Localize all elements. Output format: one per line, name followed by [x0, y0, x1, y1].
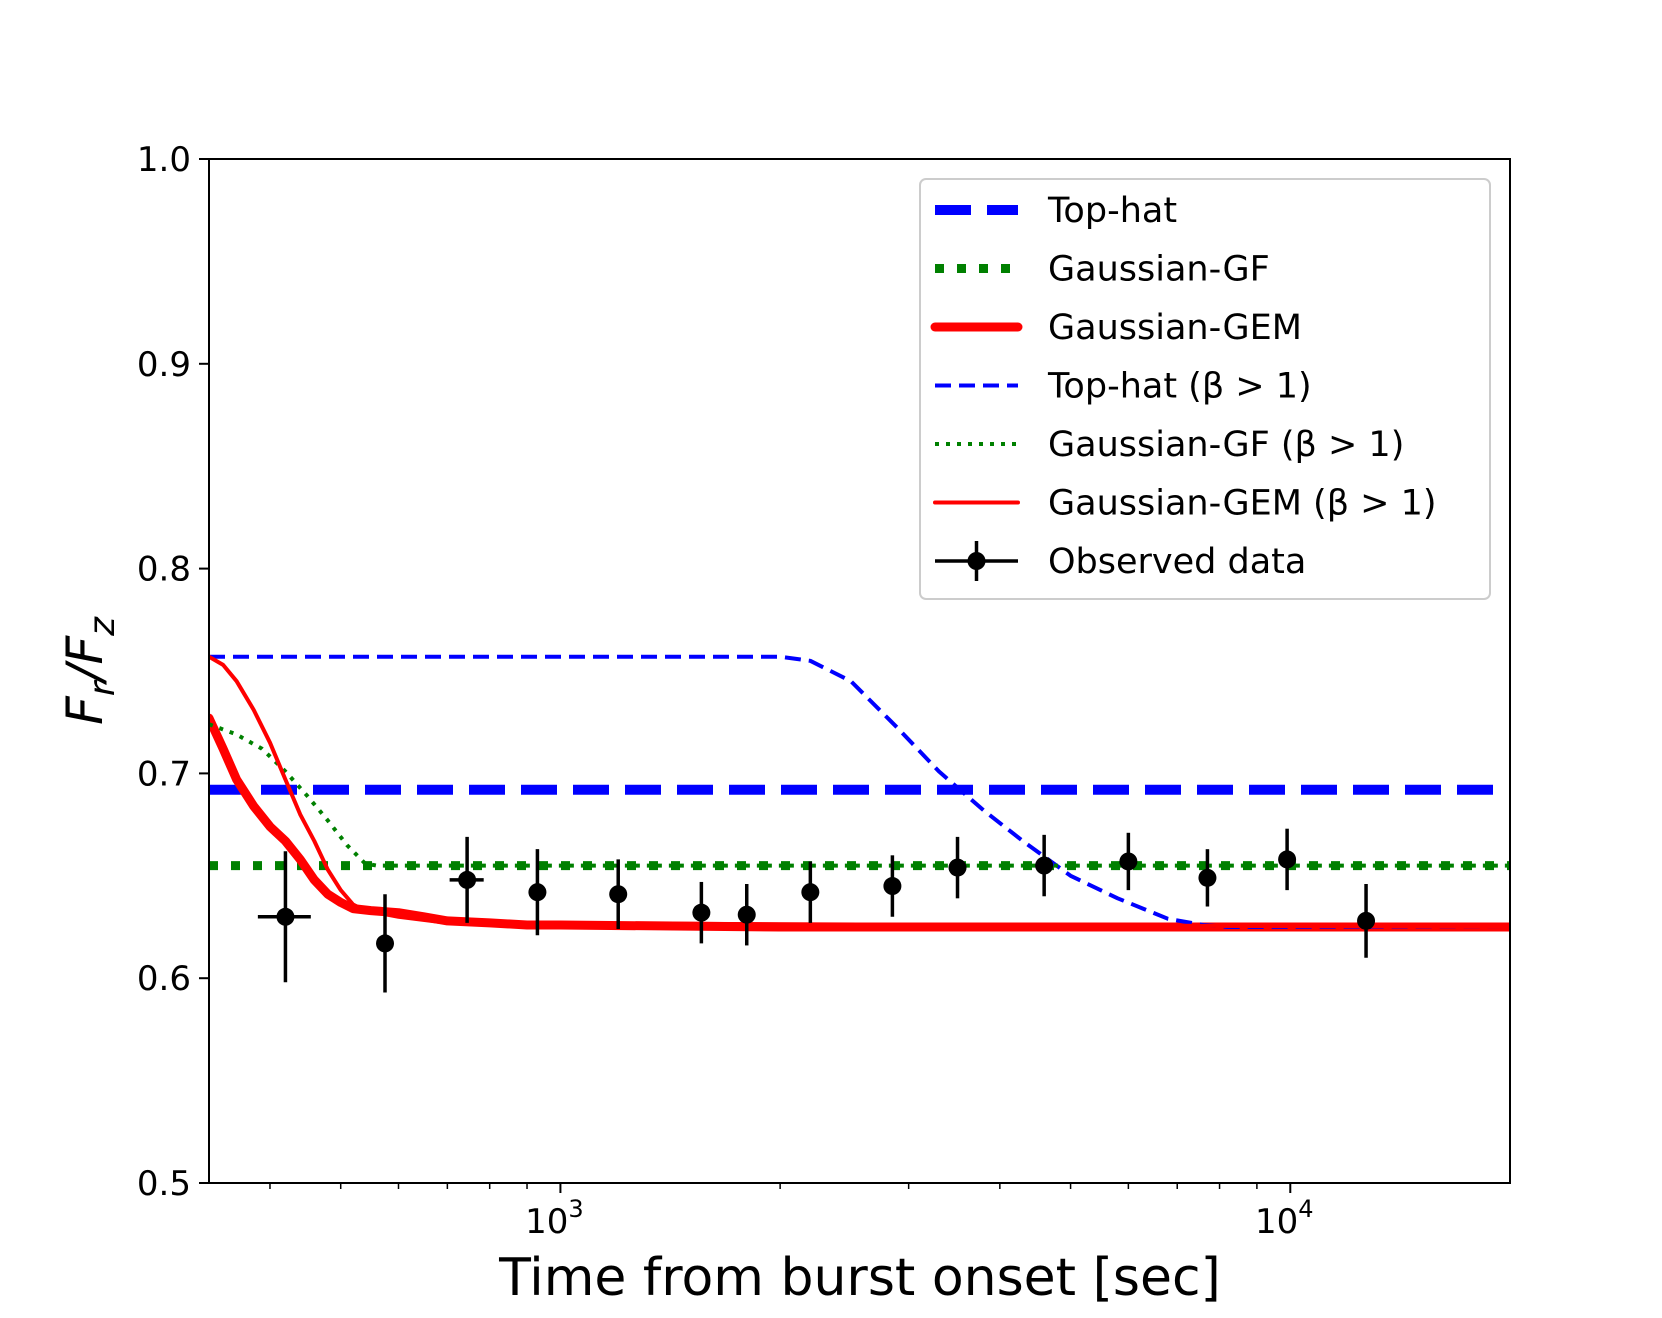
legend-label-gaussian-gem-1: Gaussian-GEM (β > 1): [1048, 484, 1437, 524]
y-tick-label-0.6: 0.6: [137, 959, 191, 999]
x-axis: 103 104: [269, 1183, 1314, 1242]
y-label-sub-z: z: [82, 616, 123, 637]
legend-label-gaussian-gf-1: Gaussian-GF (β > 1): [1048, 425, 1404, 465]
legend-label-top-hat: Top-hat: [1047, 191, 1177, 231]
observed-point-8: [883, 877, 902, 896]
observed-point-9: [948, 858, 967, 877]
series-line-gaussian-gf-1: [209, 722, 1510, 868]
x-axis-label: Time from burst onset [sec]: [498, 1248, 1221, 1308]
observed-point-7: [801, 883, 820, 902]
observed-point-10: [1035, 856, 1054, 875]
legend-label-observed-data: Observed data: [1048, 542, 1306, 582]
observed-point-4: [609, 885, 628, 904]
legend-box: [919, 178, 1491, 600]
observed-point-14: [1357, 911, 1376, 930]
y-tick-label-0.9: 0.9: [137, 345, 191, 385]
x-tick-label-1000: 103: [525, 1195, 584, 1242]
y-label-f-denominator: F: [56, 635, 114, 665]
observed-point-6: [737, 905, 756, 924]
y-axis: 0.5 0.6 0.7 0.8 0.9 1.0: [137, 140, 209, 1204]
observed-point-0: [276, 907, 295, 926]
series-line-top-hat-1: [209, 654, 1510, 929]
legend-swatch-observed-marker: [967, 552, 986, 570]
y-axis-label: Fr/Fz: [56, 616, 123, 725]
observed-point-3: [528, 883, 547, 902]
y-label-f-numerator: F: [56, 695, 114, 725]
y-label-sub-r: r: [82, 679, 123, 696]
observed-point-5: [692, 903, 711, 922]
y-tick-label-0.8: 0.8: [137, 550, 191, 590]
plot-frame: [208, 158, 1511, 1184]
series-line-gaussian-gem-1: [209, 654, 1510, 929]
x-tick-label-10000: 104: [1255, 1195, 1314, 1242]
legend: Top-hat Gaussian-GF Gaussian-GEM Top-hat (β…: [919, 178, 1491, 600]
y-tick-label-0.5: 0.5: [137, 1164, 191, 1204]
observed-data-layer: [257, 828, 1376, 993]
observed-point-12: [1198, 868, 1217, 887]
y-tick-label-1.0: 1.0: [137, 140, 191, 180]
observed-point-13: [1278, 850, 1297, 869]
observed-point-11: [1119, 852, 1138, 871]
observed-point-2: [458, 870, 477, 889]
legend-label-gaussian-gem: Gaussian-GEM: [1048, 308, 1302, 348]
y-tick-label-0.7: 0.7: [137, 754, 191, 794]
legend-items: Top-hat Gaussian-GF Gaussian-GEM Top-hat (β…: [930, 191, 1437, 582]
legend-label-top-hat-1: Top-hat (β > 1): [1047, 367, 1312, 407]
observed-point-1: [376, 934, 395, 953]
legend-label-gaussian-gf: Gaussian-GF: [1048, 250, 1270, 290]
